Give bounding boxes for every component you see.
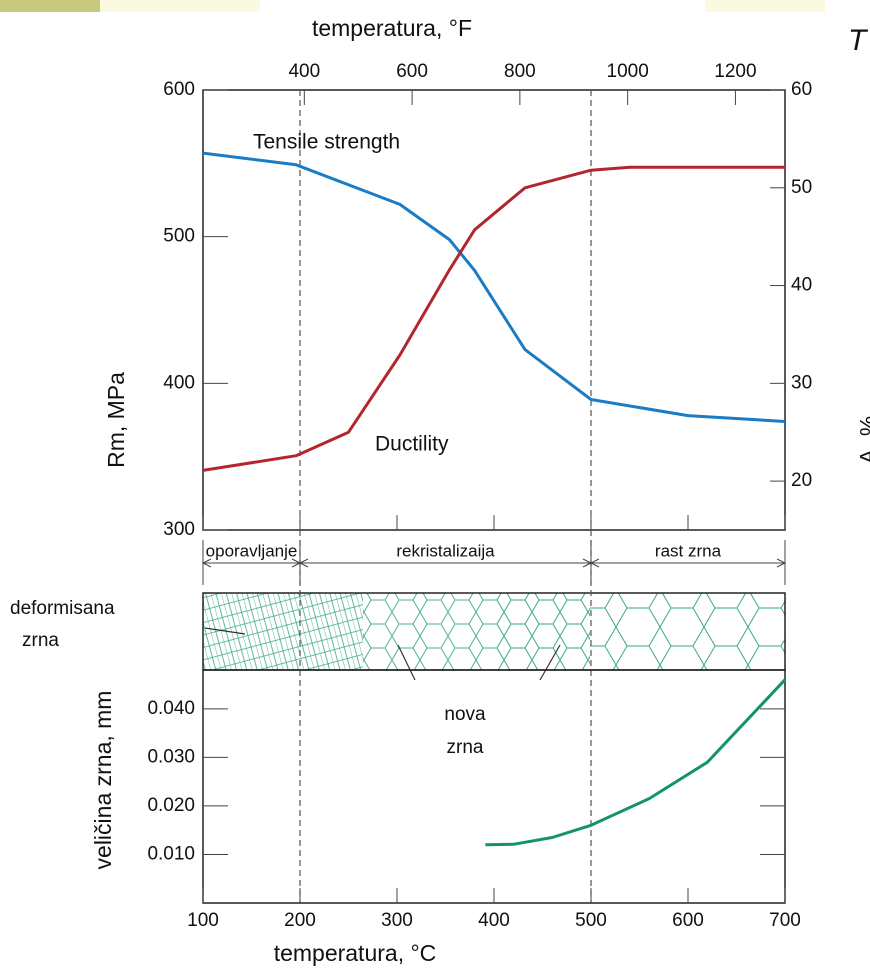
x2-tick-label: 800 xyxy=(504,61,536,82)
new-grains xyxy=(363,593,493,670)
slide-decoration xyxy=(0,0,100,12)
series-label: Ductility xyxy=(375,433,449,456)
y2-tick-label: 50 xyxy=(791,177,812,198)
y2-tick-label: 40 xyxy=(791,275,812,296)
x2-tick-label: 1200 xyxy=(714,61,756,82)
x2-tick-label: 600 xyxy=(396,61,428,82)
y2-axis-title: A, % xyxy=(855,416,870,465)
x-tick-label: 300 xyxy=(381,910,413,931)
y-axis-title: veličina zrna, mm xyxy=(90,691,116,870)
series-line xyxy=(202,151,786,423)
x-tick-label: 100 xyxy=(187,910,219,931)
y2-tick-label: 60 xyxy=(791,79,812,100)
grain-growth xyxy=(590,593,785,670)
y-axis-title: Rm, MPa xyxy=(103,372,129,468)
region-label: oporavljanje xyxy=(206,541,298,560)
y-tick-label: 600 xyxy=(163,79,195,100)
series-line xyxy=(485,678,787,847)
y2-tick-label: 20 xyxy=(791,470,812,491)
x2-tick-label: 400 xyxy=(288,61,320,82)
region-label: rekristalizaija xyxy=(396,541,495,560)
corner-text: T xyxy=(848,24,869,57)
y-tick-label: 400 xyxy=(163,372,195,393)
y-tick-label: 0.030 xyxy=(147,746,195,767)
region-label: rast zrna xyxy=(655,541,722,560)
series-line xyxy=(202,165,785,472)
series-label: Tensile strength xyxy=(253,131,400,154)
annotation: zrna xyxy=(22,630,59,651)
x-tick-label: 500 xyxy=(575,910,607,931)
slide-decoration xyxy=(705,0,825,12)
x-axis-title: temperatura, °C xyxy=(274,940,437,966)
x-axis-title: temperatura, °F xyxy=(312,15,472,41)
plot-frame xyxy=(202,669,786,904)
region-arrow xyxy=(589,558,787,568)
y-tick-label: 0.040 xyxy=(147,698,195,719)
annotation: nova xyxy=(444,704,486,725)
y-tick-label: 0.020 xyxy=(147,795,195,816)
pointer xyxy=(204,627,561,681)
x-tick-label: 600 xyxy=(672,910,704,931)
x-tick-label: 700 xyxy=(769,910,801,931)
annotation: deformisana xyxy=(10,598,115,619)
x-tick-label: 400 xyxy=(478,910,510,931)
new-grains xyxy=(493,593,590,670)
x2-tick-label: 1000 xyxy=(607,61,649,82)
y-tick-label: 300 xyxy=(163,519,195,540)
x-tick-label: 200 xyxy=(284,910,316,931)
plot-frame xyxy=(202,89,786,531)
slide-decoration xyxy=(100,0,260,12)
y2-tick-label: 30 xyxy=(791,372,812,393)
y-tick-label: 0.010 xyxy=(147,843,195,864)
annotation: zrna xyxy=(447,737,484,758)
y-tick-label: 500 xyxy=(163,226,195,247)
